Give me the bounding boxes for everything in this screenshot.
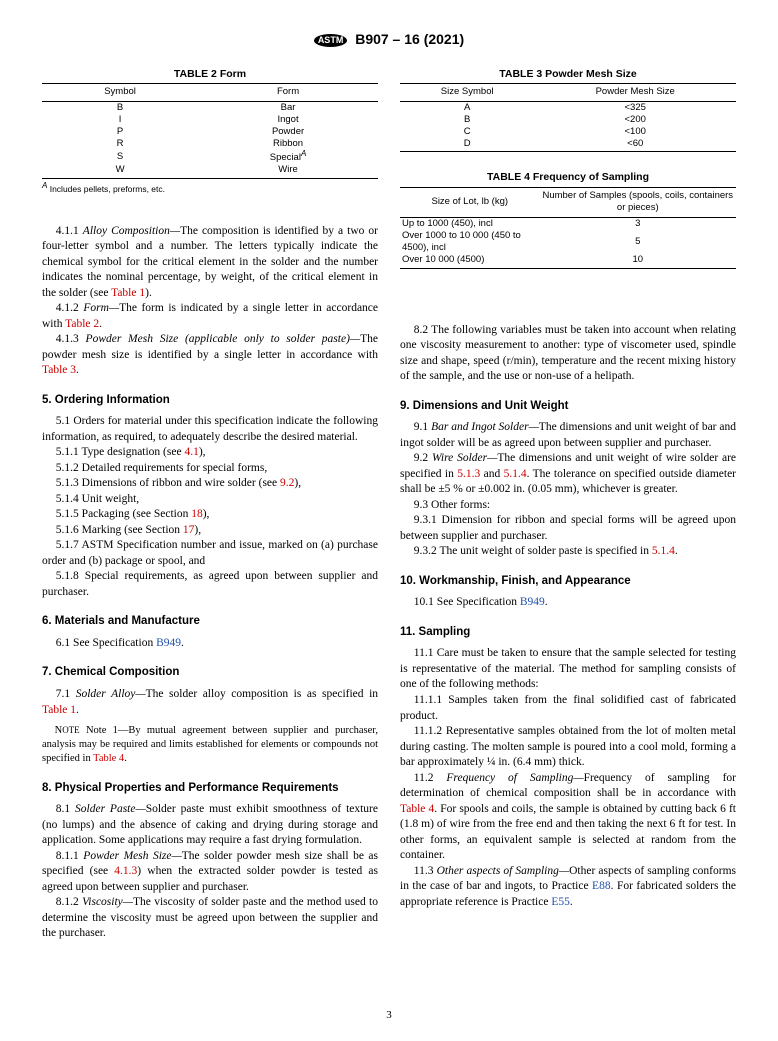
p-4.1.2: 4.1.2 Form—The form is indicated by a si… — [42, 301, 378, 332]
p-9.2: 9.2 Wire Solder—The dimensions and unit … — [400, 451, 736, 498]
note-1: NOTE Note 1—By mutual agreement between … — [42, 724, 378, 767]
p-5.1.4: 5.1.4 Unit weight, — [42, 492, 378, 508]
page-header: ASTM B907 – 16 (2021) — [42, 30, 736, 49]
table2-footnote: A Includes pellets, preforms, etc. — [42, 181, 378, 195]
p-5.1.7: 5.1.7 ASTM Specification number and issu… — [42, 538, 378, 569]
p-8.1: 8.1 Solder Paste—Solder paste must exhib… — [42, 802, 378, 849]
p-7.1: 7.1 Solder Alloy—The solder alloy compos… — [42, 687, 378, 718]
p-9.3.2: 9.3.2 The unit weight of solder paste is… — [400, 544, 736, 560]
sec-11: 11. Sampling — [400, 625, 736, 641]
p-5.1: 5.1 Orders for material under this speci… — [42, 414, 378, 445]
table3-caption: TABLE 3 Powder Mesh Size — [400, 67, 736, 81]
table-2: TABLE 2 Form Symbol Form BBar IIngot PPo… — [42, 67, 378, 196]
sec-8: 8. Physical Properties and Performance R… — [42, 781, 378, 797]
p-8.2: 8.2 The following variables must be take… — [400, 323, 736, 385]
p-11.1.1: 11.1.1 Samples taken from the final soli… — [400, 693, 736, 724]
p-5.1.6: 5.1.6 Marking (see Section 17), — [42, 523, 378, 539]
p-11.1: 11.1 Care must be taken to ensure that t… — [400, 646, 736, 693]
table2-h0: Symbol — [42, 84, 198, 102]
sec-10: 10. Workmanship, Finish, and Appearance — [400, 574, 736, 590]
p-6.1: 6.1 See Specification B949. — [42, 636, 378, 652]
sec-6: 6. Materials and Manufacture — [42, 614, 378, 630]
p-5.1.2: 5.1.2 Detailed requirements for special … — [42, 461, 378, 477]
p-11.1.2: 11.1.2 Representative samples obtained f… — [400, 724, 736, 771]
p-10.1: 10.1 See Specification B949. — [400, 595, 736, 611]
p-9.3.1: 9.3.1 Dimension for ribbon and special f… — [400, 513, 736, 544]
sec-9: 9. Dimensions and Unit Weight — [400, 399, 736, 415]
p-9.3: 9.3 Other forms: — [400, 498, 736, 514]
astm-logo: ASTM — [314, 34, 348, 47]
designation: B907 – 16 (2021) — [355, 31, 464, 47]
p-5.1.5: 5.1.5 Packaging (see Section 18), — [42, 507, 378, 523]
p-11.3: 11.3 Other aspects of Sampling—Other asp… — [400, 864, 736, 911]
p-9.1: 9.1 Bar and Ingot Solder—The dimensions … — [400, 420, 736, 451]
sec-7: 7. Chemical Composition — [42, 665, 378, 681]
p-4.1.3: 4.1.3 Powder Mesh Size (applicable only … — [42, 332, 378, 379]
page-number: 3 — [0, 1008, 778, 1023]
p-8.1.1: 8.1.1 Powder Mesh Size—The solder powder… — [42, 849, 378, 896]
table2-caption: TABLE 2 Form — [42, 67, 378, 81]
p-4.1.1: 4.1.1 Alloy Composition—The composition … — [42, 224, 378, 302]
table-4: TABLE 4 Frequency of Sampling Size of Lo… — [400, 170, 736, 268]
p-8.1.2: 8.1.2 Viscosity—The viscosity of solder … — [42, 895, 378, 942]
sec-5: 5. Ordering Information — [42, 393, 378, 409]
p-5.1.3: 5.1.3 Dimensions of ribbon and wire sold… — [42, 476, 378, 492]
table-3: TABLE 3 Powder Mesh Size Size Symbol Pow… — [400, 67, 736, 152]
table4-caption: TABLE 4 Frequency of Sampling — [400, 170, 736, 184]
table2-h1: Form — [198, 84, 378, 102]
p-11.2: 11.2 Frequency of Sampling—Frequency of … — [400, 771, 736, 864]
p-5.1.1: 5.1.1 Type designation (see 4.1), — [42, 445, 378, 461]
p-5.1.8: 5.1.8 Special requirements, as agreed up… — [42, 569, 378, 600]
